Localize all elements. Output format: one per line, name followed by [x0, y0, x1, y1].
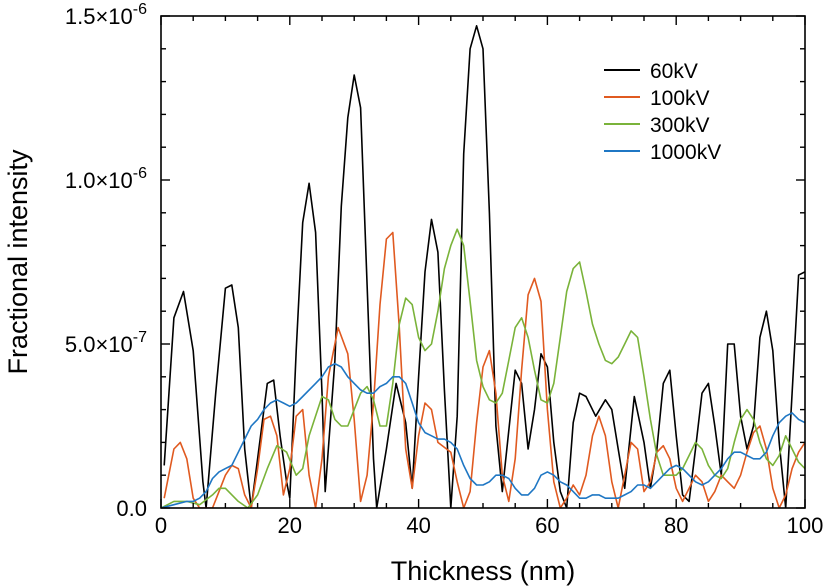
x-axis-title: Thickness (nm) — [391, 556, 576, 586]
legend: 60kV 100kV 300kV 1000kV — [604, 60, 721, 164]
y-tick-label: 5.0×10-7 — [65, 329, 147, 357]
series-layer — [161, 24, 805, 508]
x-tick-label: 80 — [664, 513, 688, 538]
y-tick-label: 0.0 — [116, 496, 147, 521]
series-line-300kv — [161, 228, 805, 508]
x-tick-label: 20 — [278, 513, 302, 538]
legend-label-300kv: 300kV — [650, 114, 710, 137]
y-tick-label: 1.5×10-6 — [65, 1, 147, 29]
series-line-100kv — [163, 231, 805, 508]
x-tick-label: 40 — [406, 513, 430, 538]
legend-label-60kv: 60kV — [650, 60, 698, 83]
legend-label-1000kv: 1000kV — [650, 141, 721, 164]
y-axis: 0.0 5.0×10-7 1.0×10-6 1.5×10-6 — [65, 1, 805, 521]
y-tick-label: 1.0×10-6 — [65, 165, 147, 193]
x-axis: 0 20 40 60 80 100 — [155, 16, 823, 538]
x-tick-label: 0 — [155, 513, 167, 538]
series-line-1000kv — [161, 362, 805, 508]
legend-label-100kv: 100kV — [650, 87, 710, 110]
x-tick-label: 100 — [787, 513, 824, 538]
y-axis-title: Fractional intensity — [3, 149, 33, 375]
series-line-60kv — [163, 24, 805, 508]
x-tick-label: 60 — [535, 513, 559, 538]
